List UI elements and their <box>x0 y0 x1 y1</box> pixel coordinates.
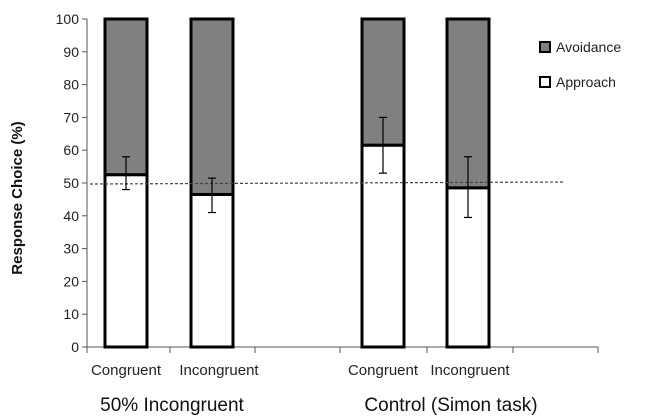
y-tick-label-50: 50 <box>63 175 79 191</box>
bar-avoidance-2 <box>189 17 235 196</box>
error-bar-4 <box>464 156 472 219</box>
legend-label-approach: Approach <box>556 74 616 90</box>
y-tick-label-0: 0 <box>71 339 79 355</box>
category-label-incongruent-2: Incongruent <box>179 362 259 379</box>
bar-approach-2 <box>189 192 235 349</box>
category-label-congruent-1: Congruent <box>91 362 162 379</box>
y-tick-label-100: 100 <box>56 11 80 27</box>
error-bar-3 <box>379 116 387 174</box>
y-tick-label-10: 10 <box>63 306 79 322</box>
legend-swatch-approach <box>539 76 551 88</box>
y-tick-label-20: 20 <box>63 273 79 289</box>
y-tick-label-60: 60 <box>63 142 79 158</box>
error-bar-1 <box>122 156 130 191</box>
y-tick-label-70: 70 <box>63 109 79 125</box>
reference-line-50 <box>89 181 566 185</box>
error-bar-2 <box>208 177 216 214</box>
category-label-incongruent-4: Incongruent <box>430 362 510 379</box>
legend-swatch-avoidance <box>539 41 551 53</box>
group-label-control-simon-task: Control (Simon task) <box>364 395 537 416</box>
category-label-congruent-3: Congruent <box>348 362 419 379</box>
legend: Avoidance Approach <box>539 39 621 90</box>
y-tick-label-40: 40 <box>63 208 79 224</box>
legend-label-avoidance: Avoidance <box>556 39 621 55</box>
bar-avoidance-1 <box>103 17 149 177</box>
bar-approach-3 <box>360 143 406 349</box>
y-axis-label: Response Choice (%) <box>9 121 26 274</box>
bar-approach-1 <box>103 173 149 349</box>
y-tick-label-80: 80 <box>63 77 79 93</box>
y-tick-label-90: 90 <box>63 44 79 60</box>
y-tick-label-30: 30 <box>63 241 79 257</box>
group-label-50-incongruent: 50% Incongruent <box>100 395 244 416</box>
